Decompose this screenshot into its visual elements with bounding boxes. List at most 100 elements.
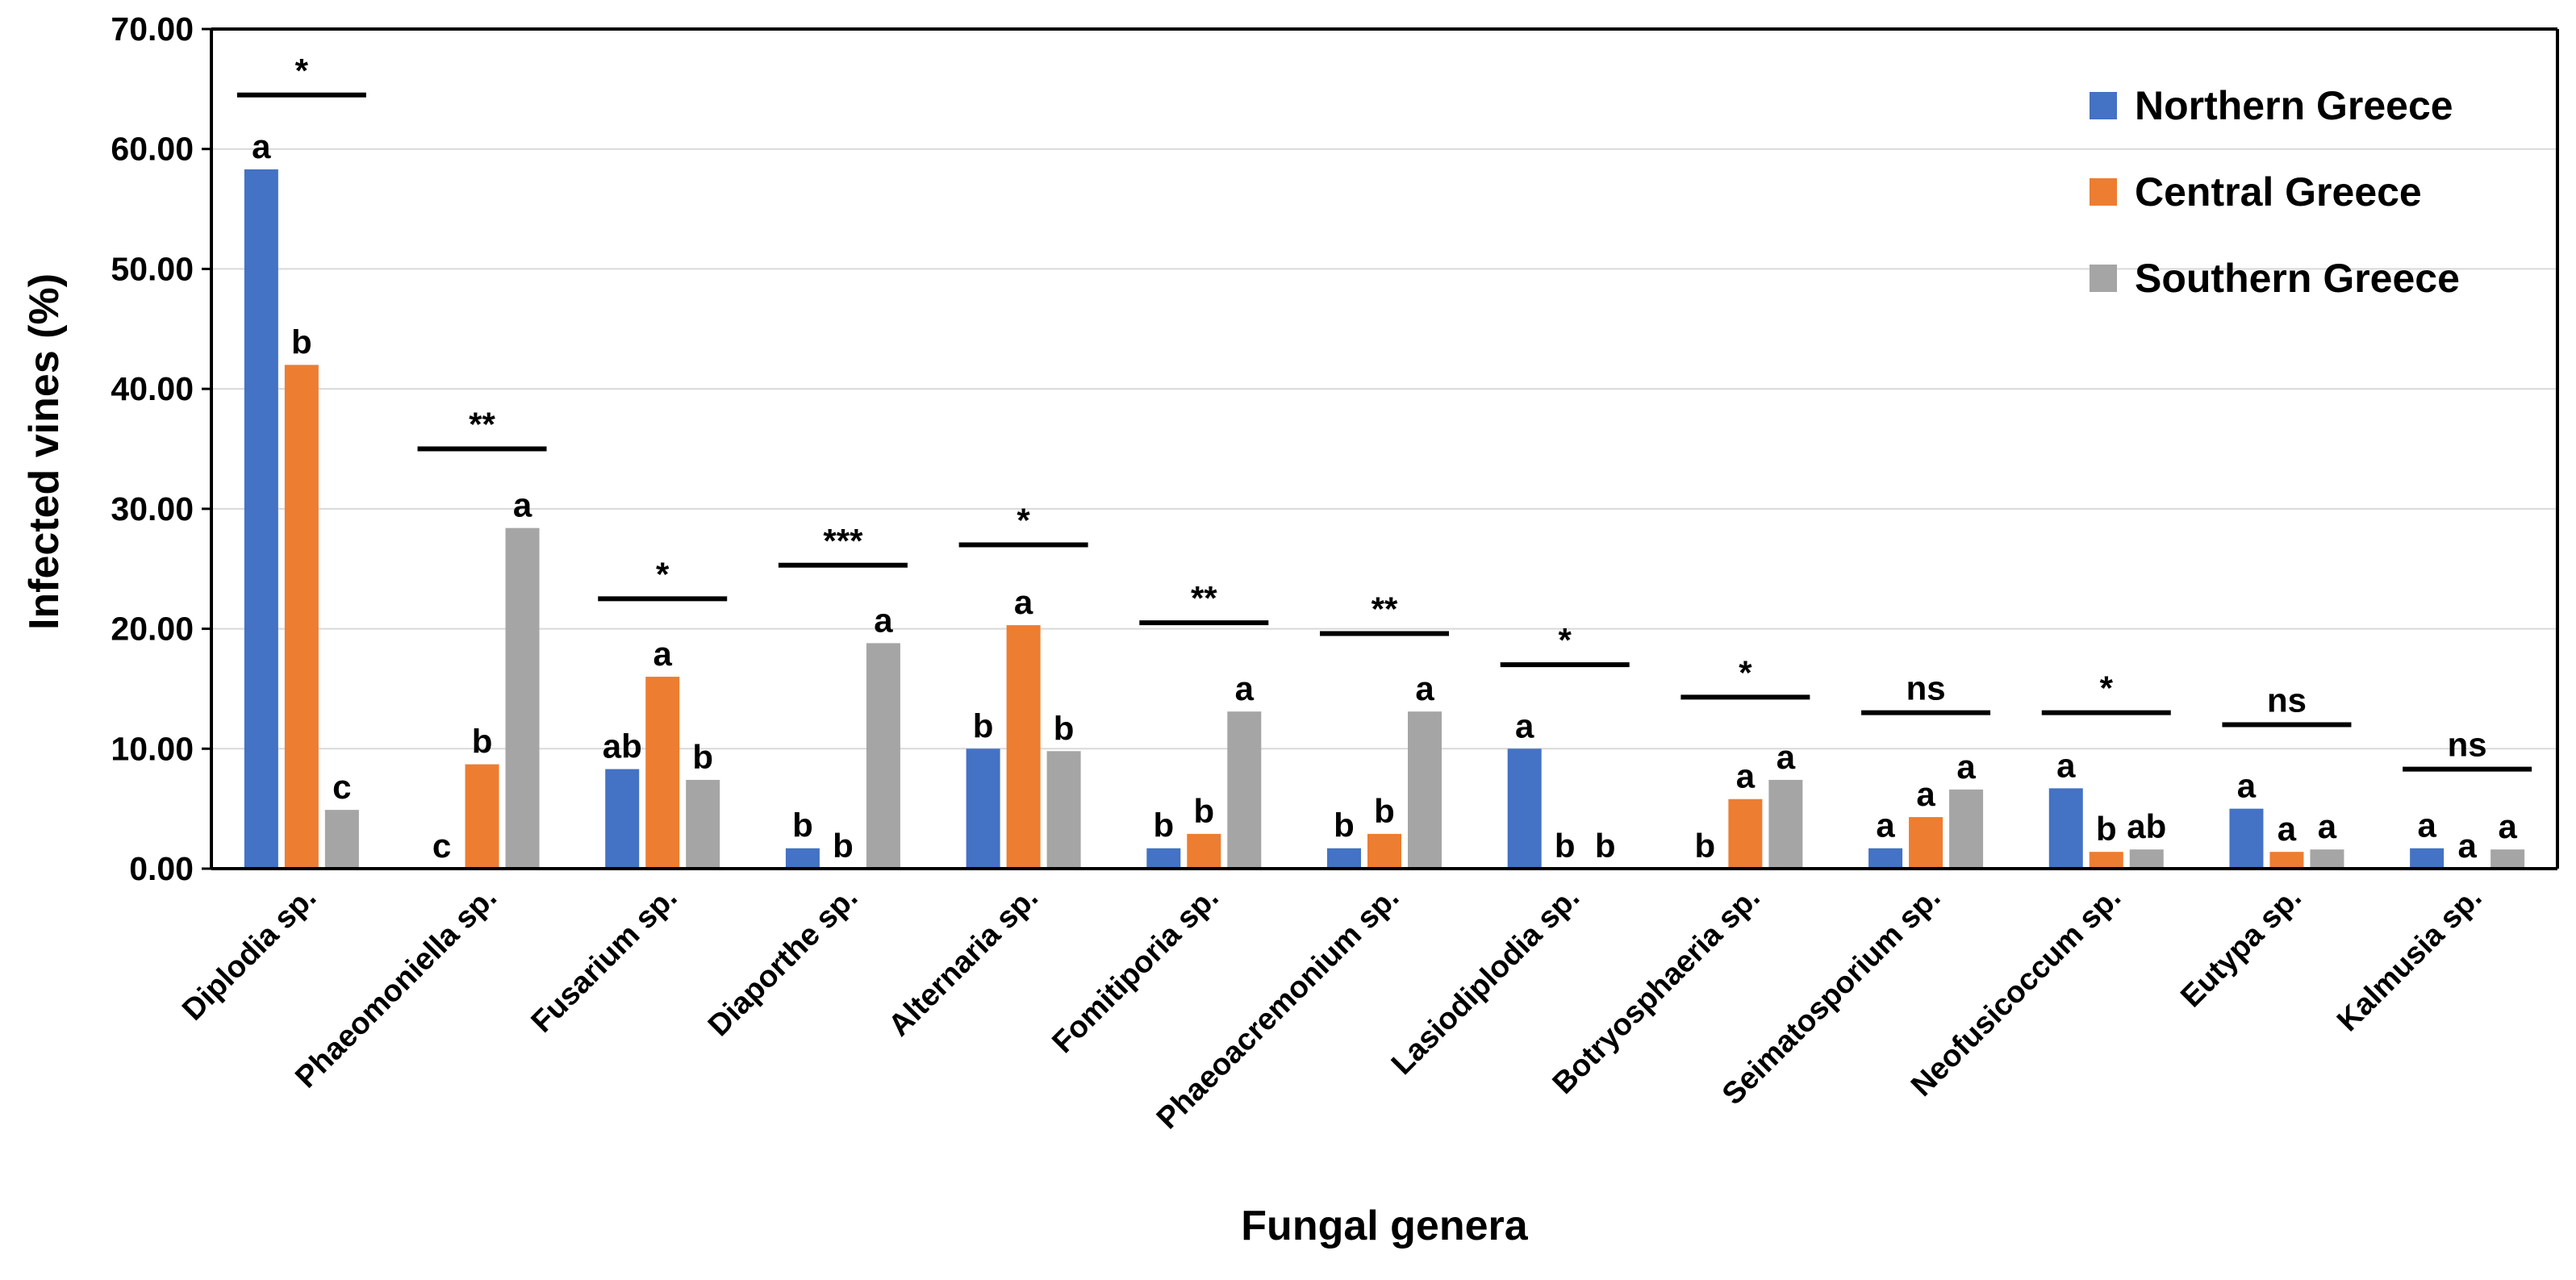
- y-axis-title: Infected vines (%): [21, 273, 68, 630]
- significance-letter: b: [472, 723, 493, 761]
- legend-swatch: [2090, 92, 2117, 119]
- bar: [2229, 808, 2264, 869]
- significance-label: **: [1372, 590, 1398, 628]
- significance-letter: a: [252, 127, 271, 165]
- significance-letter: a: [1776, 738, 1796, 776]
- category-label: Botryosphaeria sp.: [1547, 881, 1767, 1101]
- significance-letter: a: [1415, 669, 1434, 707]
- significance-letter: b: [2096, 810, 2117, 848]
- bar: [866, 643, 900, 869]
- category-label: Diaporthe sp.: [702, 881, 864, 1043]
- bar: [2129, 849, 2164, 869]
- significance-letter: a: [1515, 707, 1534, 744]
- significance-letter: a: [2277, 810, 2297, 848]
- significance-letter: a: [2318, 807, 2337, 845]
- bar: [2490, 849, 2525, 869]
- bar: [966, 748, 1000, 869]
- bar: [324, 810, 359, 869]
- significance-letter: a: [513, 486, 532, 524]
- bar: [1187, 833, 1221, 869]
- significance-label: **: [1191, 579, 1217, 617]
- significance-letter: ab: [603, 728, 642, 765]
- significance-letter: b: [291, 323, 312, 361]
- category-label: Phaeomoniella sp.: [289, 881, 503, 1095]
- significance-letter: b: [792, 807, 813, 844]
- bar: [244, 169, 278, 869]
- significance-label: *: [1559, 621, 1572, 659]
- significance-letter: b: [1595, 827, 1616, 865]
- legend-label: Northern Greece: [2135, 83, 2453, 128]
- legend: Northern Greece Central Greece Southern Gr…: [2090, 83, 2460, 301]
- bar: [1768, 779, 1803, 869]
- legend-swatch: [2090, 178, 2117, 206]
- significance-label: **: [469, 406, 495, 444]
- axes: [210, 27, 2559, 870]
- category-label: Lasiodiplodia sp.: [1385, 881, 1586, 1082]
- legend-label: Central Greece: [2135, 169, 2422, 215]
- significance-letter: b: [1374, 792, 1395, 830]
- bar: [1408, 711, 1442, 869]
- category-label: Alternaria sp.: [883, 881, 1045, 1043]
- bar: [2310, 849, 2344, 869]
- significance-letter: a: [2417, 807, 2436, 844]
- significance-letter: a: [1916, 775, 1935, 813]
- bar: [284, 365, 319, 869]
- bar: [465, 764, 499, 869]
- bar: [2089, 852, 2123, 869]
- bar: [785, 848, 820, 869]
- significance-label: *: [295, 52, 309, 90]
- bar: [1507, 748, 1542, 869]
- significance-letter: c: [332, 768, 351, 806]
- y-tick-label: 20.00: [111, 611, 194, 648]
- significance-letter: b: [1153, 807, 1174, 844]
- significance-label: ns: [2267, 682, 2307, 719]
- legend-label: Southern Greece: [2135, 256, 2460, 301]
- bar: [1006, 625, 1041, 869]
- y-tick-label: 70.00: [111, 10, 194, 48]
- y-tick-label: 10.00: [111, 730, 194, 767]
- category-label: Eutypa sp.: [2174, 881, 2308, 1015]
- category-label: Fusarium sp.: [525, 881, 684, 1040]
- significance-label: *: [1017, 501, 1030, 539]
- significance-letter: b: [1193, 792, 1214, 830]
- significance-letter: a: [1014, 583, 1033, 621]
- bar: [686, 779, 720, 869]
- y-tick-label: 30.00: [111, 490, 194, 527]
- bar: [645, 677, 680, 869]
- bar: [1146, 848, 1181, 869]
- significance-letter: a: [2457, 827, 2477, 865]
- y-tick-labels: 0.00 10.00 20.00 30.00 40.00 50.00 60.00 70.00: [111, 10, 194, 887]
- significance-letter: b: [692, 738, 713, 776]
- y-tick-label: 0.00: [129, 850, 194, 887]
- bar: [2048, 788, 2083, 869]
- x-axis-title: Fungal genera: [1241, 1203, 1528, 1249]
- significance-label: ***: [823, 522, 863, 560]
- significance-label: ns: [2448, 726, 2487, 764]
- bar: [1046, 751, 1081, 869]
- significance-label: *: [1739, 653, 1752, 691]
- category-label: Neofusicoccum sp.: [1905, 881, 2127, 1103]
- bar: [1728, 798, 1763, 869]
- bar: [2410, 848, 2444, 869]
- significance-label: *: [2100, 669, 2114, 707]
- legend-swatch: [2090, 265, 2117, 292]
- significance-letter: a: [2498, 807, 2517, 845]
- significance-letter: ab: [2127, 807, 2166, 845]
- bar: [605, 769, 640, 869]
- bar: [1868, 848, 1903, 869]
- significance-letter: b: [973, 707, 994, 744]
- significance-letter: a: [2056, 746, 2076, 784]
- y-tick-label: 40.00: [111, 370, 194, 407]
- significance-letter: b: [1555, 827, 1576, 865]
- significance-letter: a: [874, 601, 893, 639]
- bar: [2269, 852, 2304, 869]
- y-tick-label: 60.00: [111, 131, 194, 168]
- y-tick-label: 50.00: [111, 250, 194, 287]
- significance-label: *: [656, 555, 670, 593]
- category-label: Kalmusia sp.: [2331, 881, 2488, 1038]
- significance-letter: c: [432, 827, 451, 865]
- category-labels: Diplodia sp.Phaeomoniella sp. Fusarium sp…: [176, 881, 2488, 1136]
